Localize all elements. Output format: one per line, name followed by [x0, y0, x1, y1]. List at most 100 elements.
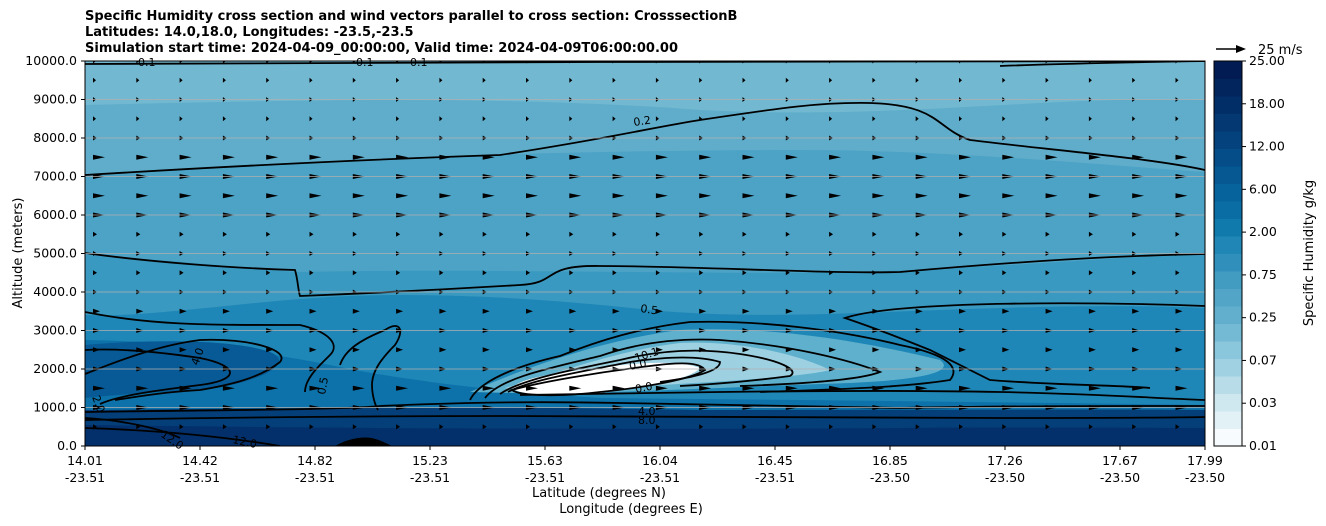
wind-vector — [352, 116, 356, 122]
wind-vector — [915, 193, 928, 199]
wind-vector — [352, 347, 360, 353]
x-tick-label-lon: -23.51 — [755, 470, 795, 485]
contour-line-plume-3 — [499, 349, 794, 395]
wind-vector — [1002, 385, 1015, 391]
wind-vector — [309, 308, 317, 314]
wind-vector — [872, 61, 876, 64]
y-tick-label: 3000.0 — [33, 323, 77, 338]
wind-vector — [742, 385, 755, 391]
wind-vector — [222, 77, 226, 83]
wind-vector — [136, 193, 149, 199]
wind-vector — [1002, 231, 1007, 237]
wind-vector — [439, 270, 444, 276]
wind-vector — [1175, 77, 1179, 83]
wind-vector — [742, 193, 755, 199]
contour-label: 0.1 — [410, 56, 428, 69]
x-tick-label-lon: -23.51 — [295, 470, 335, 485]
wind-vector — [569, 116, 573, 122]
wind-vector — [569, 270, 574, 276]
wind-vector — [526, 77, 529, 83]
colorbar-tick-label: 0.03 — [1249, 395, 1277, 410]
y-tick-label: 6000.0 — [33, 207, 77, 222]
wind-vector — [1088, 385, 1101, 391]
wind-vector — [872, 308, 880, 314]
wind-vector — [1175, 231, 1180, 237]
wind-vector — [396, 231, 401, 237]
x-tick-label-lon: -23.50 — [1100, 470, 1140, 485]
wind-vector — [439, 77, 443, 83]
wind-vector — [396, 154, 409, 160]
wind-vector — [829, 116, 833, 122]
wind-vector — [655, 61, 659, 64]
wind-vector — [266, 308, 274, 314]
wind-vector — [959, 385, 971, 391]
wind-vector — [396, 385, 409, 391]
colorbar-segment — [1214, 253, 1242, 272]
wind-vector — [785, 308, 793, 314]
contour-label: 4.0 — [189, 346, 207, 367]
contour-line-plume-4 — [507, 356, 721, 393]
wind-vector — [352, 424, 357, 430]
y-tick-label: 10000.0 — [25, 53, 77, 68]
wind-vector — [352, 270, 357, 276]
wind-vector — [179, 424, 184, 430]
wind-vector — [829, 77, 833, 83]
wind-vector — [569, 347, 577, 353]
contour-label: 12.0 — [231, 433, 258, 451]
contour-line-12-0 — [85, 427, 281, 446]
wind-vector — [93, 231, 97, 237]
contour-label: 0.5 — [640, 302, 659, 317]
contour-label: 8.0 — [638, 414, 656, 427]
wind-vector — [699, 193, 712, 199]
wind-vector — [872, 193, 885, 199]
y-tick-label: 4000.0 — [33, 284, 77, 299]
wind-vector — [655, 154, 668, 160]
colorbar-segment — [1214, 288, 1242, 307]
wind-vector — [742, 270, 747, 276]
wind-vector — [785, 154, 798, 160]
x-tick-label-lon: -23.50 — [1185, 470, 1225, 485]
contour-line-plume-outer — [469, 320, 955, 401]
wind-vector — [699, 154, 712, 160]
x-tick-label-lat: 16.85 — [872, 453, 908, 468]
wind-vector — [482, 270, 487, 276]
wind-vector — [222, 116, 226, 122]
wind-vector — [1088, 77, 1092, 83]
wind-vector — [439, 308, 447, 314]
wind-vector — [742, 231, 747, 237]
wind-vector — [439, 231, 444, 237]
wind-vector — [742, 347, 750, 353]
wind-vector — [872, 347, 880, 353]
wind-vector — [915, 77, 919, 83]
chart-title: Specific Humidity cross section and wind… — [85, 9, 737, 57]
wind-vector — [482, 116, 486, 122]
y-tick-label: 7000.0 — [33, 169, 77, 184]
wind-vector — [266, 385, 279, 391]
wind-vector — [699, 116, 703, 122]
wind-vector — [829, 154, 842, 160]
wind-vector — [309, 231, 314, 237]
wind-vector — [785, 77, 789, 83]
wind-vector — [1175, 385, 1188, 391]
x-axis: 14.01 -23.51 14.42 -23.51 14.82 -23.51 15.23 -2… — [65, 446, 1225, 485]
contour-line-0-5-upper — [85, 252, 1205, 297]
wind-vector — [959, 231, 963, 237]
wind-vector — [526, 193, 538, 199]
wind-vector — [655, 385, 668, 391]
y-tick-label: 0.0 — [57, 438, 77, 453]
wind-vector — [915, 424, 920, 430]
title-line-2: Latitudes: 14.0,18.0, Longitudes: -23.5,… — [85, 25, 414, 40]
wind-vector — [872, 385, 885, 391]
wind-vector — [959, 270, 963, 276]
wind-vector — [612, 193, 625, 199]
wind-vector — [526, 154, 538, 160]
wind-vector — [1175, 424, 1180, 430]
wind-vector — [526, 270, 530, 276]
wind-vector — [612, 385, 625, 391]
wind-vector — [136, 61, 140, 64]
wind-vector — [136, 270, 141, 276]
wind-vector — [699, 385, 712, 391]
wind-vector — [439, 116, 443, 122]
wind-vector — [482, 385, 495, 391]
wind-vector — [1132, 154, 1145, 160]
